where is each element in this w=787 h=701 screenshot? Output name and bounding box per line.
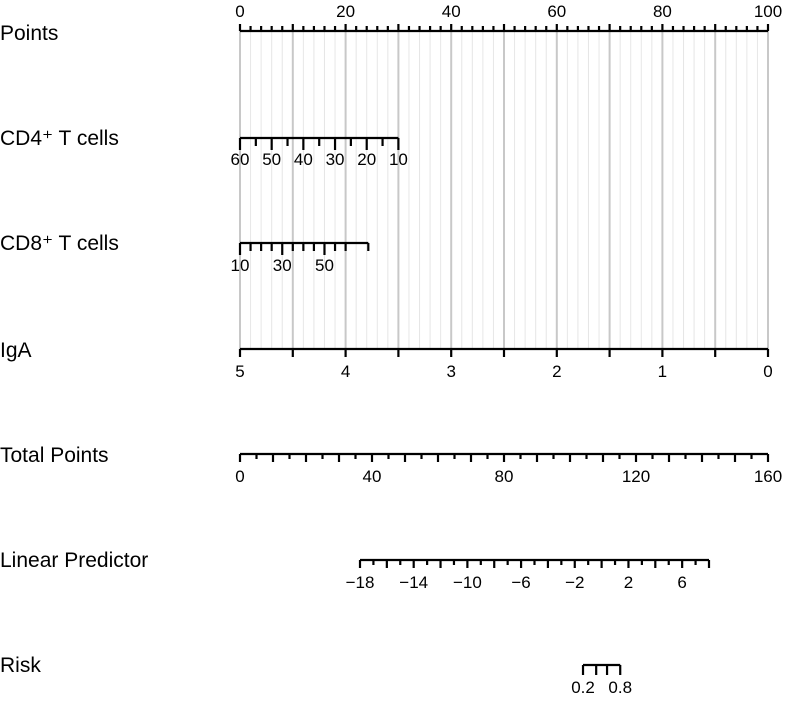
cd4-tick-label: 60 xyxy=(231,150,250,169)
lp-tick-label: 2 xyxy=(624,573,633,592)
total-tick-label: 80 xyxy=(495,467,514,486)
risk-label: Risk xyxy=(0,654,41,677)
lp-tick-label: −6 xyxy=(511,573,530,592)
iga-label: IgA xyxy=(0,339,32,362)
cd8-label: CD8⁺ T cells xyxy=(0,232,119,255)
iga-tick-label: 0 xyxy=(763,362,772,381)
cd4-label: CD4⁺ T cells xyxy=(0,127,119,150)
cd4-tick-label: 50 xyxy=(262,150,281,169)
lp-tick-label: 6 xyxy=(677,573,686,592)
cd4-tick-label: 30 xyxy=(326,150,345,169)
iga-tick-label: 2 xyxy=(552,362,561,381)
total-tick-label: 120 xyxy=(622,467,650,486)
row-labels: Points CD4⁺ T cells CD8⁺ T cells IgA Tot… xyxy=(0,22,148,677)
points-tick-label: 20 xyxy=(336,2,355,21)
cd4-tick-label: 20 xyxy=(357,150,376,169)
total-tick-label: 40 xyxy=(363,467,382,486)
points-label: Points xyxy=(0,22,58,45)
total-tick-label: 160 xyxy=(754,467,782,486)
cd8-tick-label: 50 xyxy=(315,256,334,275)
points-tick-label: 100 xyxy=(754,2,782,21)
iga-tick-label: 1 xyxy=(658,362,667,381)
lp-tick-label: −18 xyxy=(346,573,375,592)
lp-tick-label: −10 xyxy=(453,573,482,592)
total-points-label: Total Points xyxy=(0,444,109,467)
iga-tick-label: 3 xyxy=(446,362,455,381)
points-tick-label: 60 xyxy=(547,2,566,21)
grid xyxy=(239,31,769,349)
linear-predictor-label: Linear Predictor xyxy=(0,549,148,572)
lp-tick-label: −14 xyxy=(399,573,428,592)
points-tick-label: 80 xyxy=(653,2,672,21)
cd8-tick-label: 10 xyxy=(231,256,250,275)
lp-tick-label: −2 xyxy=(565,573,584,592)
points-tick-label: 40 xyxy=(442,2,461,21)
cd4-tick-label: 10 xyxy=(389,150,408,169)
points-tick-label: 0 xyxy=(235,2,244,21)
risk-tick-label: 0.2 xyxy=(571,678,595,697)
cd4-tick-label: 40 xyxy=(294,150,313,169)
risk-tick-label: 0.8 xyxy=(608,678,632,697)
iga-tick-label: 5 xyxy=(235,362,244,381)
cd8-tick-label: 30 xyxy=(273,256,292,275)
iga-tick-label: 4 xyxy=(341,362,350,381)
total-tick-label: 0 xyxy=(235,467,244,486)
